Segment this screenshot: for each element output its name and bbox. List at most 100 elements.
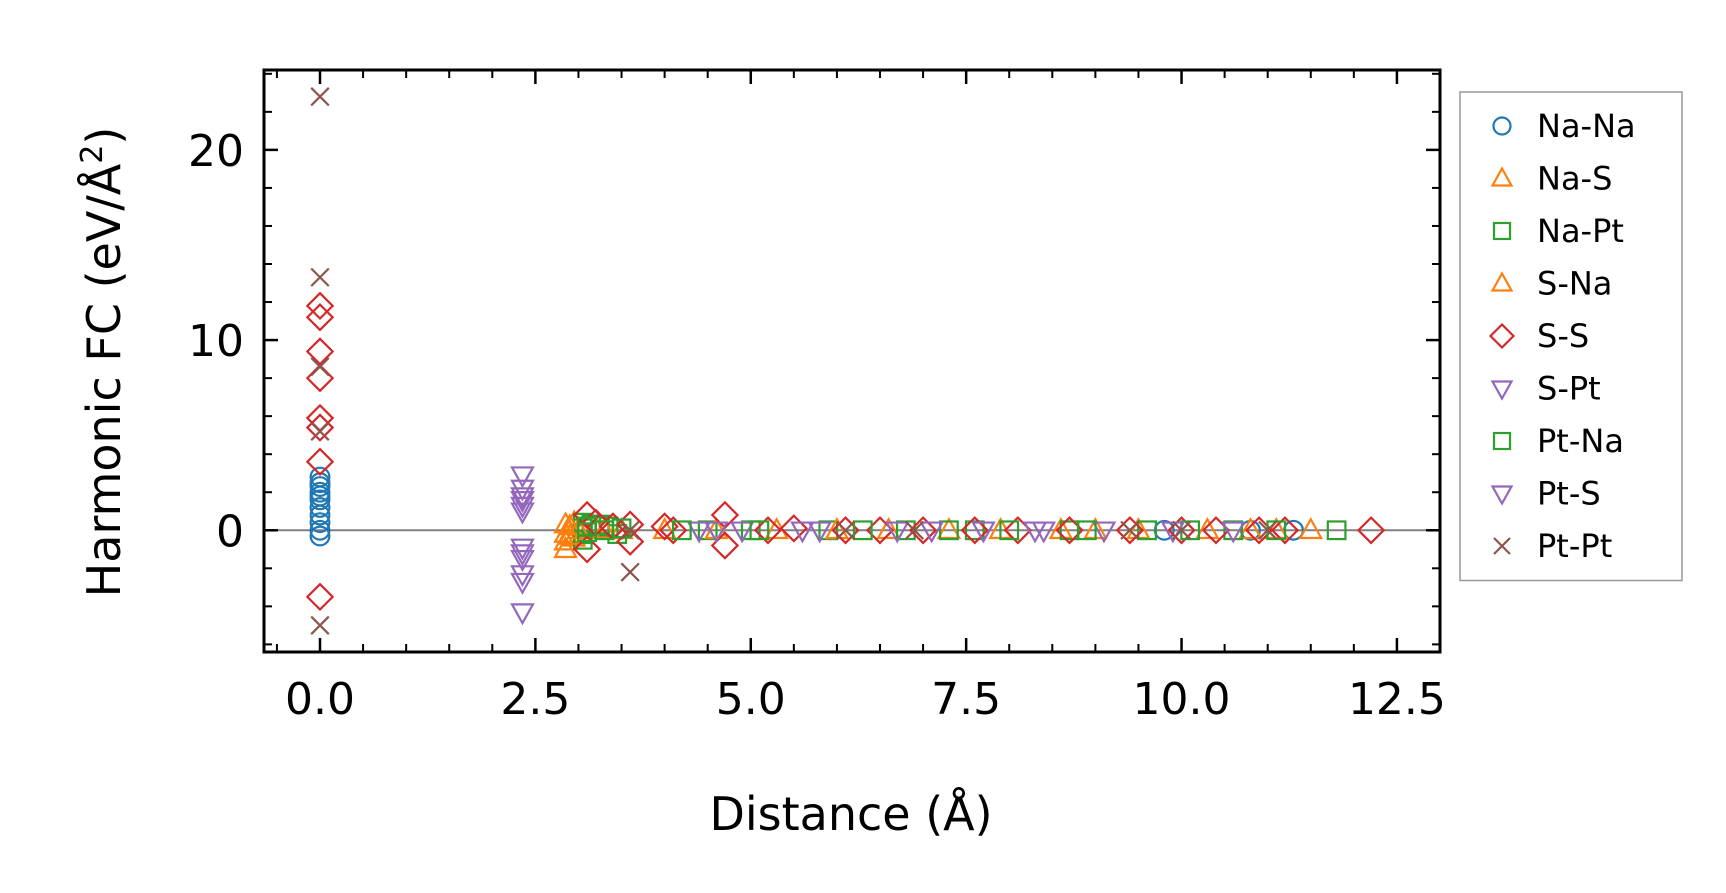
data-point-na-na xyxy=(309,512,331,534)
data-point-s-s xyxy=(305,363,335,393)
data-point-na-na xyxy=(309,519,331,541)
data-point-pt-na xyxy=(749,520,770,541)
data-point-pt-pt xyxy=(835,520,856,540)
data-point-s-pt xyxy=(686,521,712,544)
data-point-na-pt xyxy=(1326,520,1347,541)
data-point-s-s xyxy=(753,516,783,545)
data-point-s-s xyxy=(305,413,335,442)
legend-marker-pt-pt xyxy=(1493,537,1511,555)
data-point-s-pt xyxy=(510,491,535,514)
data-point-pt-pt xyxy=(310,87,330,107)
data-point-s-s xyxy=(305,403,335,433)
data-point-pt-pt xyxy=(620,562,640,582)
data-point-na-s xyxy=(553,536,578,559)
legend-label-na-s: Na-S xyxy=(1537,160,1612,198)
legend: Na-Na Na-S Na-Pt S-Na S-S S-Pt Pt-Na Pt-S Pt-Pt xyxy=(1459,91,1683,582)
x-tick-label: 0.0 xyxy=(285,674,355,725)
data-point-pt-pt xyxy=(310,357,330,377)
data-point-pt-pt xyxy=(310,267,330,287)
legend-label-s-s: S-S xyxy=(1537,317,1589,355)
legend-label-s-na: S-Na xyxy=(1537,265,1612,303)
y-tick-label: 0 xyxy=(216,506,244,557)
data-point-s-na xyxy=(703,517,729,540)
legend-label-na-na: Na-Na xyxy=(1537,107,1636,145)
data-point-na-na xyxy=(309,525,331,547)
data-point-na-s xyxy=(1238,517,1263,540)
legend-marker-s-s xyxy=(1488,322,1516,350)
data-point-pt-pt xyxy=(620,520,640,540)
data-point-na-na xyxy=(309,485,331,507)
data-point-pt-s xyxy=(510,496,535,519)
data-point-s-s xyxy=(305,303,335,332)
x-tick-label: 12.5 xyxy=(1348,674,1446,725)
ticks-layer xyxy=(264,70,1441,652)
x-axis-title: Distance (Å) xyxy=(709,787,992,841)
data-point-s-s xyxy=(1115,516,1145,545)
legend-label-pt-s: Pt-S xyxy=(1537,475,1601,513)
data-point-pt-na xyxy=(671,520,692,541)
data-point-pt-pt xyxy=(1171,520,1192,540)
legend-marker-s-pt xyxy=(1490,380,1514,401)
legend-label-pt-na: Pt-Na xyxy=(1537,422,1624,460)
data-point-pt-pt xyxy=(904,520,925,540)
data-point-pt-s xyxy=(1022,521,1048,544)
data-point-s-pt xyxy=(729,521,755,544)
data-point-pt-s xyxy=(510,544,535,567)
data-point-s-pt xyxy=(510,466,535,489)
data-point-na-s xyxy=(876,517,901,540)
data-point-na-pt xyxy=(964,520,985,541)
data-point-s-pt xyxy=(1220,521,1246,544)
data-point-pt-s xyxy=(510,565,535,588)
legend-marker-pt-na xyxy=(1492,431,1512,451)
legend-marker-na-pt xyxy=(1492,221,1512,241)
plot-frame xyxy=(262,68,1442,654)
data-point-pt-pt xyxy=(310,615,330,635)
legend-marker-na-na xyxy=(1492,116,1512,136)
data-point-s-pt xyxy=(971,521,996,544)
data-point-s-pt xyxy=(884,521,910,544)
data-point-s-s xyxy=(960,516,989,545)
data-point-s-pt xyxy=(510,479,535,502)
data-point-s-s xyxy=(572,535,602,564)
data-point-s-s xyxy=(908,516,938,545)
data-point-s-s xyxy=(1270,516,1300,545)
data-point-s-s xyxy=(305,337,335,366)
data-point-s-pt xyxy=(510,502,535,525)
data-point-s-pt xyxy=(510,603,535,626)
data-point-s-s xyxy=(305,582,335,612)
y-tick-label: 10 xyxy=(188,316,244,367)
legend-marker-pt-s xyxy=(1490,485,1514,506)
data-point-na-na xyxy=(309,497,331,518)
data-point-s-pt xyxy=(510,572,535,595)
x-tick-label: 2.5 xyxy=(500,674,570,725)
y-axis-title: Harmonic FC (eV/Å2) xyxy=(75,127,131,598)
plot-frame-layer xyxy=(262,68,1442,654)
data-point-s-pt xyxy=(790,521,815,544)
data-points-layer xyxy=(305,87,1386,635)
y-tick-label: 20 xyxy=(188,126,244,177)
data-point-na-s xyxy=(1298,517,1324,540)
x-tick-label: 5.0 xyxy=(716,674,786,725)
data-point-s-na xyxy=(1195,517,1220,540)
legend-marker-s-na xyxy=(1490,271,1514,292)
data-point-na-pt xyxy=(1137,520,1157,541)
data-point-s-pt xyxy=(510,538,535,561)
data-point-s-s xyxy=(1356,516,1386,545)
data-point-pt-na xyxy=(611,518,632,539)
legend-label-pt-pt: Pt-Pt xyxy=(1537,527,1612,565)
legend-label-na-pt: Na-Pt xyxy=(1537,212,1624,250)
legend-box xyxy=(1459,91,1683,582)
data-point-pt-na xyxy=(999,520,1020,541)
tick-labels-layer: 0.0 2.5 5.0 7.5 10.0 12.5 0 10 20 xyxy=(188,126,1446,725)
x-tick-label: 7.5 xyxy=(931,674,1001,725)
y-axis-title-superscript: 2 xyxy=(75,145,110,164)
data-point-pt-pt xyxy=(310,421,330,441)
legend-marker-na-s xyxy=(1490,166,1514,187)
data-point-s-s xyxy=(659,516,688,545)
x-tick-label: 10.0 xyxy=(1133,674,1231,725)
legend-label-s-pt: S-Pt xyxy=(1537,370,1601,408)
data-point-s-s xyxy=(1167,516,1196,545)
data-point-pt-pt xyxy=(1120,520,1140,540)
data-point-pt-pt xyxy=(1258,520,1278,540)
